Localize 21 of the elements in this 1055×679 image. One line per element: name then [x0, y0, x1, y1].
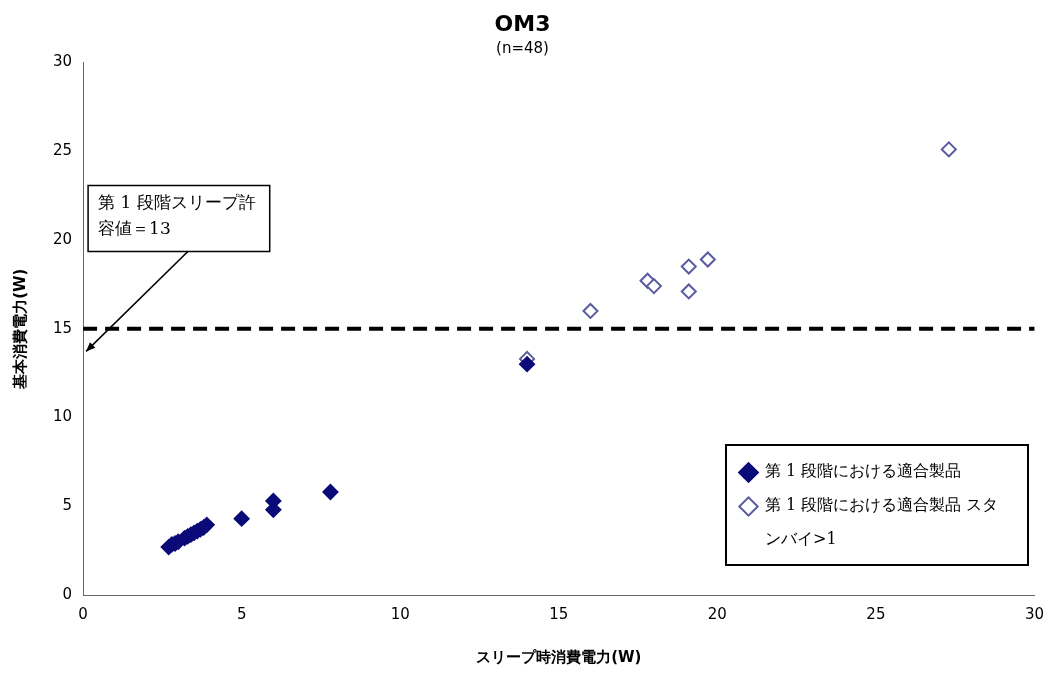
x-tick-label: 15	[549, 604, 569, 623]
y-tick-label: 20	[52, 229, 73, 248]
legend-label: 第 1 段階における適合製品 スタンバイ>1	[765, 494, 1000, 550]
x-tick-label: 5	[236, 604, 247, 623]
y-tick-label: 10	[52, 407, 73, 426]
x-tick-label: 20	[707, 604, 727, 623]
x-axis-title: スリープ時消費電力(W)	[476, 647, 642, 666]
y-tick-label: 5	[62, 496, 73, 515]
x-tick-label: 30	[1024, 604, 1044, 623]
y-tick-label: 25	[52, 141, 73, 160]
annotation: 第 1 段階スリープ許容値＝13	[98, 192, 256, 239]
y-tick-label: 0	[62, 584, 73, 603]
y-tick-label: 15	[52, 318, 73, 337]
x-tick-label: 10	[390, 604, 410, 623]
chart-subtitle: (n=48)	[496, 39, 549, 58]
chart-title: OM3	[494, 10, 551, 36]
x-tick-label: 0	[78, 604, 88, 623]
y-tick-label: 30	[52, 52, 73, 71]
legend-label: 第 1 段階における適合製品	[765, 460, 962, 482]
y-axis-title: 基本消費電力(W)	[10, 268, 29, 390]
x-tick-label: 25	[866, 604, 886, 623]
